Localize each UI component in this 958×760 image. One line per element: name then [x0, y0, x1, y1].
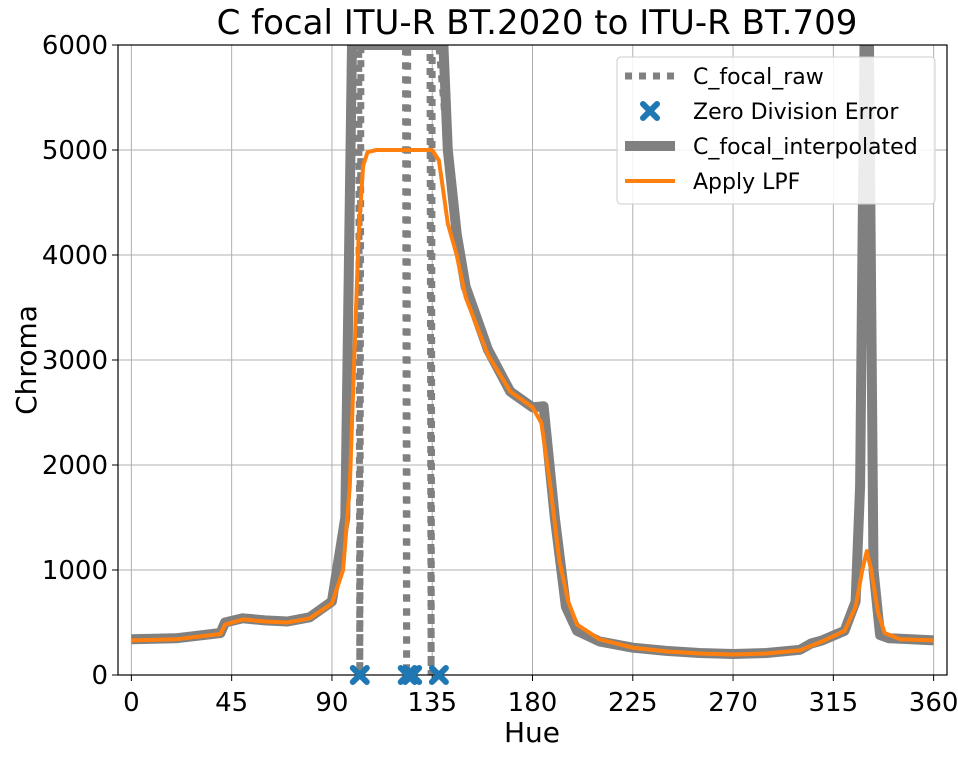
zero-division-marker: [402, 665, 423, 685]
legend-label: Apply LPF: [693, 170, 800, 195]
x-axis-label: Hue: [504, 716, 560, 749]
zero-division-marker: [428, 665, 449, 685]
legend: C_focal_raw Zero Division Error C_focal_in…: [616, 56, 936, 205]
zero-division-marker: [397, 665, 418, 685]
y-axis-label: Chroma: [10, 305, 43, 415]
plot-area: [131, 45, 934, 675]
legend-item: C_focal_interpolated: [625, 135, 918, 160]
chart-title: C focal ITU-R BT.2020 to ITU-R BT.709: [217, 3, 858, 43]
legend-label: Zero Division Error: [693, 100, 899, 125]
x-tick-label: 270: [708, 688, 758, 718]
x-tick-label: 135: [407, 688, 457, 718]
x-tick-label: 45: [215, 688, 248, 718]
x-tick-label: 360: [909, 688, 958, 718]
x-ticks: 0 45 90 135 180 225 270 315 360: [123, 675, 958, 718]
y-tick-label: 6000: [42, 31, 108, 61]
x-tick-label: 90: [315, 688, 348, 718]
x-tick-label: 180: [508, 688, 558, 718]
y-tick-label: 4000: [42, 241, 108, 271]
y-tick-label: 3000: [42, 346, 108, 376]
y-tick-label: 5000: [42, 136, 108, 166]
legend-item: Apply LPF: [625, 170, 800, 195]
y-tick-label: 2000: [42, 451, 108, 481]
y-tick-label: 0: [91, 661, 108, 691]
x-tick-label: 315: [809, 688, 859, 718]
legend-label: C_focal_interpolated: [693, 135, 918, 160]
x-tick-label: 0: [123, 688, 140, 718]
legend-swatch: [640, 101, 660, 121]
x-tick-label: 225: [608, 688, 658, 718]
legend-item: Zero Division Error: [640, 100, 899, 125]
zero-division-marker: [349, 665, 370, 685]
legend-label: C_focal_raw: [693, 65, 824, 90]
legend-box: [616, 56, 936, 205]
y-ticks: 0 1000 2000 3000 4000 5000 6000: [42, 31, 118, 691]
legend-item: C_focal_raw: [625, 65, 824, 90]
y-tick-label: 1000: [42, 556, 108, 586]
series-line-apply-lpf: [131, 148, 934, 657]
